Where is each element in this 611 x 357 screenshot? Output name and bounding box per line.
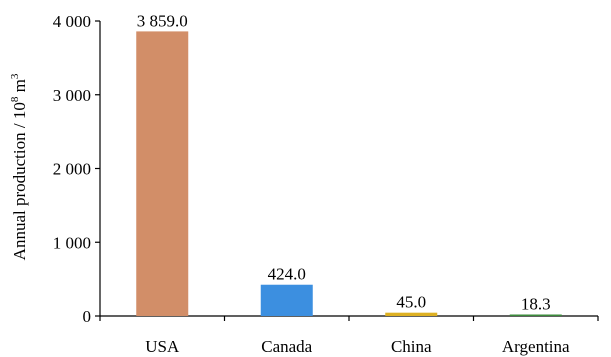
data-label: 3 859.0 (137, 11, 188, 30)
y-axis-title-main: Annual production / 10 (10, 102, 29, 260)
bar (509, 314, 562, 316)
y-axis: 0 1 000 2 000 3 000 4 000 (53, 12, 101, 326)
y-axis-title: Annual production / 108 m3 (9, 73, 29, 260)
x-category-label: USA (145, 337, 180, 356)
x-category-label: China (391, 337, 432, 356)
bars: 3 859.0 424.0 45.0 18.3 (136, 11, 562, 317)
x-category-label: Argentina (502, 337, 570, 356)
data-label: 18.3 (521, 295, 551, 314)
data-label: 424.0 (268, 265, 306, 284)
x-axis: USA Canada China Argentina (99, 315, 599, 356)
bar (385, 312, 438, 316)
y-tick-label: 1 000 (53, 233, 91, 252)
y-tick-label: 3 000 (53, 86, 91, 105)
y-tick-label: 0 (83, 307, 92, 326)
bar (136, 31, 189, 317)
y-tick-label: 2 000 (53, 160, 91, 179)
y-tick-label: 4 000 (53, 12, 91, 31)
x-category-label: Canada (261, 337, 312, 356)
bar (260, 284, 313, 316)
y-axis-title-mid: m (10, 79, 29, 96)
y-axis-title-sup2: 3 (9, 73, 21, 79)
y-axis-title-sup1: 8 (9, 96, 21, 102)
data-label: 45.0 (396, 293, 426, 312)
